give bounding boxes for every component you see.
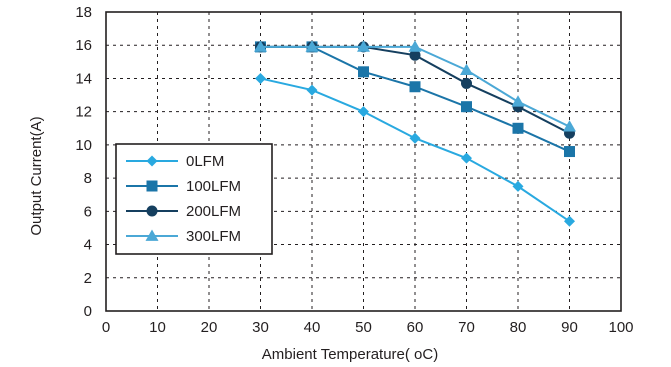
data-point xyxy=(512,122,524,134)
x-tick-label: 20 xyxy=(201,319,218,336)
data-point xyxy=(563,120,576,132)
data-point xyxy=(512,180,524,192)
y-tick-label: 2 xyxy=(84,270,92,287)
y-tick-label: 6 xyxy=(84,203,92,220)
data-point xyxy=(408,40,422,52)
data-point xyxy=(306,84,318,96)
plot-frame xyxy=(105,11,622,312)
legend-item: 200LFM xyxy=(126,203,241,220)
y-tick-label: 12 xyxy=(75,104,92,121)
y-tick-label: 18 xyxy=(75,4,92,21)
y-tick-label: 4 xyxy=(84,237,92,254)
series-0LFM xyxy=(255,72,575,227)
data-point xyxy=(357,40,370,52)
series-line xyxy=(260,77,571,223)
data-point xyxy=(461,101,472,113)
x-axis-title: Ambient Temperature( oC) xyxy=(262,346,438,363)
y-tick-label: 16 xyxy=(75,37,92,54)
data-point xyxy=(409,49,421,61)
legend-marker xyxy=(146,155,158,167)
x-tick-label: 40 xyxy=(304,319,321,336)
legend-marker xyxy=(145,229,159,241)
legend-item: 300LFM xyxy=(126,228,241,245)
data-point xyxy=(564,146,575,158)
x-tick-label: 0 xyxy=(102,319,110,336)
legend-item: 100LFM xyxy=(126,178,241,195)
data-point xyxy=(461,77,472,89)
data-point xyxy=(305,40,319,52)
x-tick-label: 100 xyxy=(608,319,633,336)
data-point xyxy=(358,66,369,78)
series-300LFM xyxy=(254,40,576,132)
data-point xyxy=(409,81,421,93)
y-tick-label: 0 xyxy=(84,303,92,320)
legend-marker xyxy=(146,205,158,217)
x-tick-label: 50 xyxy=(355,319,372,336)
series-layer xyxy=(254,40,576,227)
legend-label: 300LFM xyxy=(186,228,241,245)
y-tick-label: 14 xyxy=(75,70,92,87)
y-tick-label: 10 xyxy=(75,137,92,154)
legend-label: 0LFM xyxy=(186,153,224,170)
legend-label: 100LFM xyxy=(186,178,241,195)
data-point xyxy=(358,106,369,118)
x-tick-label: 10 xyxy=(149,319,166,336)
x-tick-label: 30 xyxy=(252,319,269,336)
data-point xyxy=(564,215,575,227)
legend: 0LFM 100LFM 200LFM 300LFM xyxy=(115,143,273,255)
legend-item: 0LFM xyxy=(126,153,224,170)
y-axis-title: Output Current(A) xyxy=(28,116,45,235)
x-tick-label: 70 xyxy=(458,319,475,336)
data-point xyxy=(254,40,267,52)
data-point xyxy=(255,72,266,84)
data-point xyxy=(461,152,472,164)
data-point xyxy=(511,95,525,107)
axes: 0 10 20 30 40 50 60 70 80 90 100 0 2 4 6 8 10 12 14 16 18 xyxy=(75,4,633,336)
legend-label: 200LFM xyxy=(186,203,241,220)
x-tick-label: 80 xyxy=(510,319,527,336)
data-point xyxy=(460,63,473,76)
y-tick-label: 8 xyxy=(84,170,92,187)
data-point xyxy=(409,132,421,144)
x-tick-label: 90 xyxy=(561,319,578,336)
x-tick-label: 60 xyxy=(407,319,424,336)
legend-marker xyxy=(146,180,158,192)
